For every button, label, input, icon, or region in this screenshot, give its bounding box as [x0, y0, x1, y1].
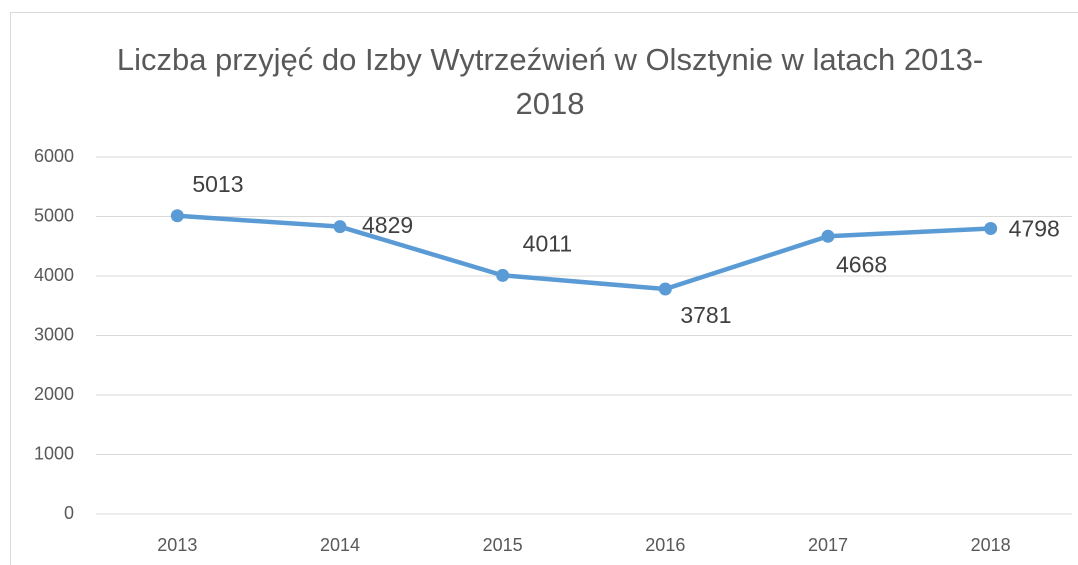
data-label: 4798: [1009, 216, 1060, 242]
y-tick-label: 0: [64, 503, 74, 523]
x-tick-label: 2014: [320, 535, 360, 555]
y-tick-label: 2000: [34, 384, 74, 404]
line: [177, 213, 991, 292]
point: [496, 268, 510, 282]
x-tick-label: 2016: [645, 535, 685, 555]
y-tick-label: 6000: [34, 146, 74, 166]
chart-title: Liczba przyjęć do Izby Wytrzeźwień w Ols…: [116, 42, 984, 121]
y-tick-label: 4000: [34, 265, 74, 285]
x-tick-label: 2017: [808, 535, 848, 555]
data-label: 4011: [523, 230, 572, 256]
point: [984, 222, 998, 236]
x-tick-label: 2013: [157, 535, 197, 555]
point: [333, 220, 347, 234]
data-label: 5013: [192, 171, 243, 197]
x-tick-label: 2018: [971, 535, 1011, 555]
y-tick-label: 3000: [34, 324, 74, 344]
point: [658, 282, 672, 296]
data-label: 3781: [680, 302, 731, 328]
point: [170, 209, 184, 223]
x-tick-label: 2015: [483, 535, 523, 555]
data-label: 4829: [362, 212, 413, 238]
y-tick-label: 5000: [34, 205, 74, 225]
chart-border: [10, 12, 1078, 565]
y-tick-label: 1000: [34, 443, 74, 463]
point: [821, 229, 835, 243]
data-label: 4668: [836, 251, 887, 277]
